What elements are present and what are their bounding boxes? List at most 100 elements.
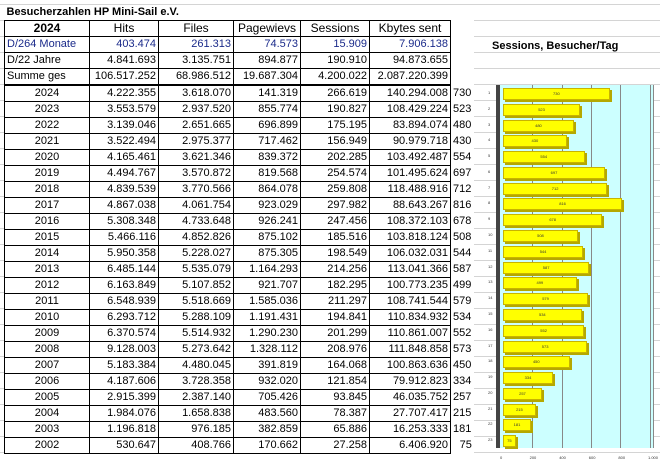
- summary-cell[interactable]: 4.841.693: [89, 52, 159, 69]
- table-cell[interactable]: 717.462: [233, 133, 301, 150]
- table-cell[interactable]: 696.899: [233, 117, 301, 134]
- table-cell[interactable]: 110.834.932: [369, 309, 451, 326]
- table-cell[interactable]: 4.852.826: [158, 229, 234, 246]
- table-cell[interactable]: 5.466.116: [89, 229, 159, 246]
- summary-cell[interactable]: Summe ges: [4, 68, 90, 86]
- table-cell[interactable]: 46.035.752: [369, 389, 451, 406]
- table-cell[interactable]: 450: [453, 359, 472, 371]
- table-cell[interactable]: 208.976: [300, 341, 370, 358]
- table-cell[interactable]: 4.165.461: [89, 149, 159, 166]
- table-cell[interactable]: 1.191.431: [233, 309, 301, 326]
- table-cell[interactable]: 106.032.031: [369, 245, 451, 262]
- table-cell[interactable]: 108.429.224: [369, 101, 451, 118]
- table-cell[interactable]: 923.029: [233, 197, 301, 214]
- table-cell[interactable]: 2.975.377: [158, 133, 234, 150]
- table-cell[interactable]: 75: [459, 439, 472, 451]
- table-cell[interactable]: 101.495.624: [369, 165, 451, 182]
- summary-cell[interactable]: 190.910: [300, 52, 370, 69]
- table-cell[interactable]: 4.733.648: [158, 213, 234, 230]
- bar[interactable]: 523: [503, 103, 581, 116]
- table-cell[interactable]: 140.294.008: [369, 84, 451, 102]
- table-cell[interactable]: 554: [453, 151, 472, 163]
- table-cell[interactable]: 705.426: [233, 389, 301, 406]
- table-cell[interactable]: 4.839.539: [89, 181, 159, 198]
- table-cell[interactable]: 697: [453, 167, 472, 179]
- table-cell[interactable]: 5.273.642: [158, 341, 234, 358]
- table-cell[interactable]: 214.256: [300, 261, 370, 278]
- table-cell[interactable]: 1.196.818: [89, 421, 159, 438]
- table-cell[interactable]: 247.456: [300, 213, 370, 230]
- table-cell[interactable]: 6.548.939: [89, 293, 159, 310]
- table-cell[interactable]: 201.299: [300, 325, 370, 342]
- table-cell[interactable]: 552: [453, 327, 472, 339]
- table-cell[interactable]: 508: [453, 231, 472, 243]
- table-cell[interactable]: 2017: [4, 197, 90, 214]
- table-cell[interactable]: 215: [453, 407, 472, 419]
- table-cell[interactable]: 430: [453, 135, 472, 147]
- table-cell[interactable]: 257: [453, 391, 472, 403]
- bar[interactable]: 712: [503, 182, 608, 195]
- table-cell[interactable]: 926.241: [233, 213, 301, 230]
- table-cell[interactable]: 523: [453, 103, 472, 115]
- table-cell[interactable]: 100.773.235: [369, 277, 451, 294]
- table-cell[interactable]: 16.253.333: [369, 421, 451, 438]
- summary-cell[interactable]: D/264 Monate: [4, 36, 90, 53]
- table-cell[interactable]: 2021: [4, 133, 90, 150]
- table-cell[interactable]: 1.658.838: [158, 405, 234, 422]
- table-cell[interactable]: 164.068: [300, 357, 370, 374]
- table-cell[interactable]: 78.387: [300, 405, 370, 422]
- table-cell[interactable]: 141.319: [233, 84, 301, 102]
- bar[interactable]: 552: [503, 324, 585, 337]
- table-cell[interactable]: 483.560: [233, 405, 301, 422]
- table-cell[interactable]: 839.372: [233, 149, 301, 166]
- table-cell[interactable]: 254.574: [300, 165, 370, 182]
- table-cell[interactable]: 5.183.384: [89, 357, 159, 374]
- table-cell[interactable]: 175.195: [300, 117, 370, 134]
- table-cell[interactable]: 2002: [4, 437, 90, 454]
- table-cell[interactable]: 190.827: [300, 101, 370, 118]
- table-cell[interactable]: 211.297: [300, 293, 370, 310]
- table-cell[interactable]: 2015: [4, 229, 90, 246]
- summary-cell[interactable]: 3.135.751: [158, 52, 234, 69]
- table-cell[interactable]: 103.492.487: [369, 149, 451, 166]
- table-cell[interactable]: 2019: [4, 165, 90, 182]
- bar[interactable]: 334: [503, 372, 553, 385]
- table-cell[interactable]: 259.808: [300, 181, 370, 198]
- table-cell[interactable]: 2.937.520: [158, 101, 234, 118]
- table-cell[interactable]: 382.859: [233, 421, 301, 438]
- bar[interactable]: 450: [503, 356, 570, 369]
- table-cell[interactable]: 5.518.669: [158, 293, 234, 310]
- bar[interactable]: 257: [503, 387, 542, 400]
- table-cell[interactable]: 2020: [4, 149, 90, 166]
- bar[interactable]: 215: [503, 403, 536, 416]
- table-cell[interactable]: 65.886: [300, 421, 370, 438]
- summary-cell[interactable]: 94.873.655: [369, 52, 451, 69]
- table-cell[interactable]: 5.308.348: [89, 213, 159, 230]
- summary-cell[interactable]: 68.986.512: [158, 68, 234, 86]
- table-cell[interactable]: 4.187.606: [89, 373, 159, 390]
- summary-cell[interactable]: 2.087.220.399: [369, 68, 451, 86]
- table-cell[interactable]: 921.707: [233, 277, 301, 294]
- summary-cell[interactable]: 261.313: [158, 36, 234, 53]
- summary-cell[interactable]: 894.877: [233, 52, 301, 69]
- table-cell[interactable]: 2003: [4, 421, 90, 438]
- table-cell[interactable]: 5.535.079: [158, 261, 234, 278]
- table-cell[interactable]: 110.861.007: [369, 325, 451, 342]
- table-cell[interactable]: 93.845: [300, 389, 370, 406]
- bar[interactable]: 587: [503, 261, 590, 274]
- table-cell[interactable]: 118.488.916: [369, 181, 451, 198]
- summary-cell[interactable]: 4.200.022: [300, 68, 370, 86]
- table-cell[interactable]: 3.728.358: [158, 373, 234, 390]
- table-cell[interactable]: 3.570.872: [158, 165, 234, 182]
- table-cell[interactable]: 730: [453, 86, 472, 99]
- table-cell[interactable]: 530.647: [89, 437, 159, 454]
- summary-cell[interactable]: D/22 Jahre: [4, 52, 90, 69]
- bar[interactable]: 430: [503, 135, 567, 148]
- table-cell[interactable]: 5.514.932: [158, 325, 234, 342]
- table-cell[interactable]: 408.766: [158, 437, 234, 454]
- table-cell[interactable]: 3.553.579: [89, 101, 159, 118]
- table-cell[interactable]: 544: [453, 247, 472, 259]
- table-cell[interactable]: 6.370.574: [89, 325, 159, 342]
- table-cell[interactable]: 2023: [4, 101, 90, 118]
- table-cell[interactable]: 4.061.754: [158, 197, 234, 214]
